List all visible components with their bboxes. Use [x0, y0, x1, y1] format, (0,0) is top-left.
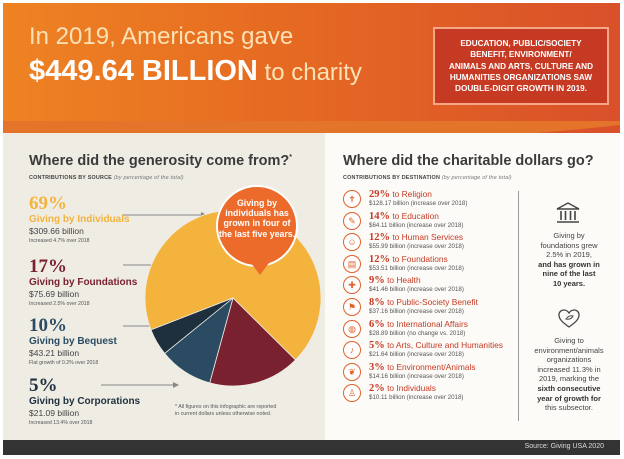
- callout-line: DOUBLE-DIGIT GROWTH IN 2019.: [455, 84, 587, 94]
- destination-detail: $14.16 billion (increase over 2018): [369, 372, 464, 380]
- headline-total: $449.64 BILLION to charity: [29, 55, 362, 88]
- infographic-card: In 2019, Americans gave $449.64 BILLION …: [3, 3, 620, 455]
- environment-stat: Giving to environment/animals organizati…: [534, 336, 604, 413]
- destination-item: ✚ 9% to Health $41.46 billion (increase ov…: [343, 275, 519, 295]
- source-percent: 10%: [29, 315, 67, 336]
- destination-heading: 6% to International Affairs: [369, 318, 468, 330]
- footnote-line: * All figures on this infographic are re…: [175, 404, 277, 410]
- destination-heading: 29% to Religion: [369, 189, 432, 200]
- callout-line: BENEFIT, ENVIRONMENT/: [470, 50, 572, 60]
- destination-detail: $53.51 billion (increase over 2018): [369, 264, 464, 272]
- destination-detail: $41.46 billion (increase over 2018): [369, 286, 464, 294]
- source-amount: $21.09 billion: [29, 408, 80, 418]
- destination-heading: 14% to Education: [369, 210, 439, 222]
- destination-heading: 12% to Foundations: [369, 253, 448, 265]
- headline-suffix: to charity: [257, 59, 362, 86]
- arts-icon: ♪: [343, 341, 361, 360]
- pie-slice-foundations: [209, 297, 297, 387]
- source-bequest: 10% Giving by Bequest $43.21 billion Fla…: [29, 315, 117, 366]
- stats-divider: [518, 191, 519, 421]
- destination-detail: $64.11 billion (increase over 2018): [369, 221, 464, 229]
- growth-callout-box: EDUCATION, PUBLIC/SOCIETY BENEFIT, ENVIR…: [433, 27, 609, 105]
- source-amount: $43.21 billion: [29, 348, 80, 358]
- destination-heading: 2% to Individuals: [369, 383, 436, 395]
- destination-heading: 5% to Arts, Culture and Humanities: [369, 340, 503, 352]
- source-percent: 69%: [29, 193, 67, 214]
- sources-subtitle: CONTRIBUTIONS BY SOURCE (by percentage o…: [29, 175, 184, 181]
- source-note: Increased 13.4% over 2018: [29, 420, 93, 426]
- public-benefit-icon: ⚑: [343, 298, 361, 316]
- headline-intro: In 2019, Americans gave: [29, 23, 294, 50]
- destinations-panel: [325, 133, 620, 440]
- currency-footnote: * All figures on this infographic are re…: [175, 404, 276, 418]
- source-note: Increased 4.7% over 2018: [29, 238, 90, 244]
- destinations-title: Where did the charitable dollars go?: [343, 153, 594, 169]
- source-foundations: 17% Giving by Foundations $75.69 billion…: [29, 256, 137, 307]
- environment-icon: ❦: [343, 362, 361, 381]
- source-corporations: 5% Giving by Corporations $21.09 billion…: [29, 375, 140, 426]
- source-amount: $309.66 billion: [29, 226, 84, 236]
- destination-detail: $21.64 billion (increase over 2018): [369, 351, 464, 359]
- source-name: Giving by Foundations: [29, 277, 138, 288]
- destination-detail: $55.99 billion (increase over 2018): [369, 243, 464, 251]
- religion-icon: ✝: [343, 190, 361, 208]
- foundations-stat: Giving by foundations grew 2.5% in 2019,…: [538, 231, 600, 288]
- destination-item: ✎ 14% to Education $64.11 billion (increas…: [343, 211, 519, 231]
- bubble-pointer: [251, 263, 269, 275]
- destinations-subtitle: CONTRIBUTIONS BY DESTINATION (by percent…: [343, 175, 512, 181]
- source-percent: 17%: [29, 256, 67, 277]
- foundations-icon: ▤: [343, 254, 361, 273]
- source-amount: $75.69 billion: [29, 289, 80, 299]
- individuals-icon: ♙: [343, 384, 361, 403]
- destination-item: ✝ 29% to Religion $128.17 billion (increas…: [343, 189, 519, 209]
- destination-item: ☺ 12% to Human Services $55.99 billion (in…: [343, 232, 519, 252]
- source-name: Giving by Individuals: [29, 214, 130, 225]
- footnote-line: in current dollars unless otherwise note…: [175, 411, 272, 417]
- destination-item: ⚑ 8% to Public-Society Benefit $37.16 bill…: [343, 297, 519, 317]
- destination-detail: $37.16 billion (increase over 2018): [369, 308, 464, 315]
- globe-icon: ◍: [343, 319, 361, 338]
- destination-heading: 8% to Public-Society Benefit: [369, 297, 478, 308]
- source-credit: Source: Giving USA 2020: [524, 443, 604, 450]
- destination-detail: $28.89 billion (no change vs. 2018): [369, 329, 466, 337]
- heart-leaf-icon: [558, 309, 580, 328]
- destination-item: ▤ 12% to Foundations $53.51 billion (incre…: [343, 254, 519, 274]
- callout-line: ANIMALS AND ARTS, CULTURE AND: [448, 61, 594, 71]
- bubble-text: Giving by individuals has grown in four …: [218, 198, 296, 239]
- destination-item: ◍ 6% to International Affairs $28.89 billi…: [343, 319, 519, 339]
- source-percent: 5%: [29, 375, 58, 396]
- destination-heading: 9% to Health: [369, 275, 421, 287]
- source-note: Increased 2.5% over 2018: [29, 301, 90, 307]
- destination-item: ♙ 2% to Individuals $10.11 billion (increa…: [343, 383, 519, 403]
- individuals-growth-bubble: Giving by individuals has grown in four …: [216, 185, 298, 267]
- pie-slice-corporations: [150, 297, 234, 354]
- source-name: Giving by Bequest: [29, 336, 117, 347]
- destination-detail: $128.17 billion (increase over 2018): [369, 200, 468, 207]
- destination-item: ❦ 3% to Environment/Animals $14.16 billion…: [343, 362, 519, 382]
- source-individuals: 69% Giving by Individuals $309.66 billio…: [29, 193, 130, 244]
- sources-title: Where did the generosity come from?*: [29, 153, 292, 169]
- destination-item: ♪ 5% to Arts, Culture and Humanities $21.6…: [343, 340, 519, 360]
- source-footer: Source: Giving USA 2020: [3, 440, 620, 455]
- bank-icon: [556, 202, 580, 223]
- health-icon: ✚: [343, 276, 361, 295]
- source-name: Giving by Corporations: [29, 396, 141, 407]
- callout-line: HUMANITIES ORGANIZATIONS SAW: [449, 72, 593, 82]
- education-icon: ✎: [343, 211, 361, 230]
- source-note: Flat growth of 0.2% over 2018: [29, 360, 99, 366]
- total-amount: $449.64 BILLION: [29, 55, 258, 87]
- human-services-icon: ☺: [343, 233, 361, 252]
- destination-heading: 3% to Environment/Animals: [369, 361, 476, 373]
- callout-line: EDUCATION, PUBLIC/SOCIETY: [460, 39, 582, 48]
- destination-detail: $10.11 billion (increase over 2018): [369, 394, 464, 402]
- destination-heading: 12% to Human Services: [369, 232, 464, 244]
